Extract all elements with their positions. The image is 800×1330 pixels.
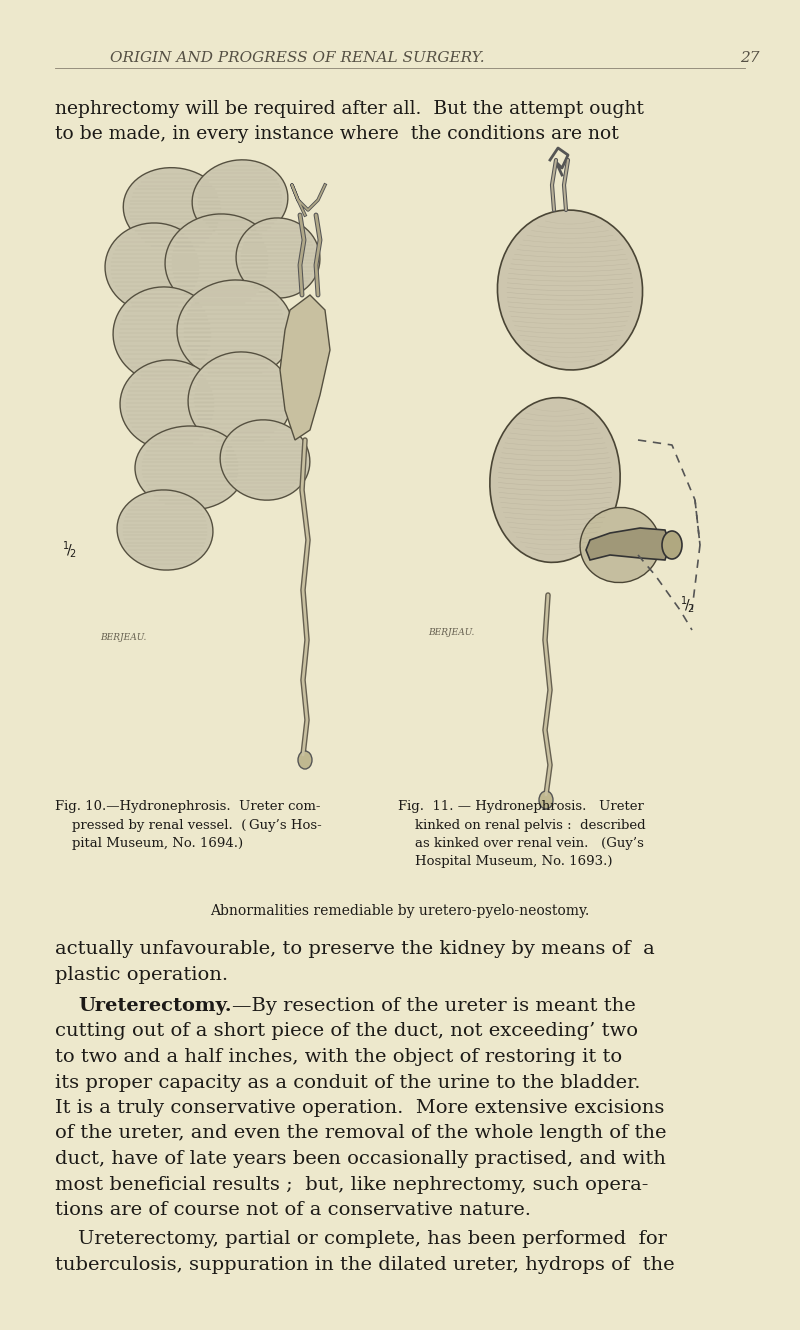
Text: $^1\!/\!_2$: $^1\!/\!_2$ <box>680 595 694 616</box>
Text: duct, have of late years been occasionally practised, and with: duct, have of late years been occasional… <box>55 1150 666 1168</box>
Text: Fig.  11. — Hydronephrosis.   Ureter
    kinked on renal pelvis :  described
   : Fig. 11. — Hydronephrosis. Ureter kinked… <box>398 801 646 868</box>
Ellipse shape <box>165 214 275 310</box>
Ellipse shape <box>177 281 293 380</box>
Text: most beneficial results ;  but, like nephrectomy, such opera-: most beneficial results ; but, like neph… <box>55 1176 648 1193</box>
Text: Ureterectomy, partial or complete, has been performed  for: Ureterectomy, partial or complete, has b… <box>78 1230 667 1249</box>
Text: of the ureter, and even the removal of the whole length of the: of the ureter, and even the removal of t… <box>55 1124 666 1142</box>
Ellipse shape <box>220 420 310 500</box>
Text: nephrectomy will be required after all.  But the attempt ought: nephrectomy will be required after all. … <box>55 100 644 118</box>
Text: BERJEAU.: BERJEAU. <box>428 628 474 637</box>
Text: $^1\!/\!_2$: $^1\!/\!_2$ <box>62 540 76 560</box>
Ellipse shape <box>188 352 292 448</box>
Ellipse shape <box>498 210 642 370</box>
Ellipse shape <box>192 160 288 241</box>
Text: Fig. 10.—Hydronephrosis.  Ureter com-
    pressed by renal vessel.  ( Guy’s Hos-: Fig. 10.—Hydronephrosis. Ureter com- pre… <box>55 801 322 850</box>
Text: tuberculosis, suppuration in the dilated ureter, hydrops of  the: tuberculosis, suppuration in the dilated… <box>55 1256 674 1274</box>
Text: actually unfavourable, to preserve the kidney by means of  a: actually unfavourable, to preserve the k… <box>55 940 654 958</box>
Ellipse shape <box>105 223 205 313</box>
Text: to two and a half inches, with the object of restoring it to: to two and a half inches, with the objec… <box>55 1048 622 1067</box>
Ellipse shape <box>113 287 217 383</box>
Ellipse shape <box>135 426 245 509</box>
Text: tions are of course not of a conservative nature.: tions are of course not of a conservativ… <box>55 1201 531 1220</box>
Ellipse shape <box>298 751 312 769</box>
Ellipse shape <box>490 398 620 563</box>
Text: —By resection of the ureter is meant the: —By resection of the ureter is meant the <box>232 998 636 1015</box>
Ellipse shape <box>236 218 320 298</box>
Text: its proper capacity as a conduit of the urine to the bladder.: its proper capacity as a conduit of the … <box>55 1073 641 1092</box>
Ellipse shape <box>117 489 213 571</box>
Text: Ureterectomy.: Ureterectomy. <box>78 998 232 1015</box>
Text: 27: 27 <box>740 51 759 65</box>
Ellipse shape <box>580 508 660 583</box>
Text: BERJEAU.: BERJEAU. <box>100 633 146 642</box>
Text: plastic operation.: plastic operation. <box>55 966 228 983</box>
Ellipse shape <box>539 791 553 809</box>
Text: to be made, in every instance where  the conditions are not: to be made, in every instance where the … <box>55 125 618 144</box>
Ellipse shape <box>120 360 220 450</box>
Ellipse shape <box>123 168 226 253</box>
Text: Abnormalities remediable by uretero-pyelo-neostomy.: Abnormalities remediable by uretero-pyel… <box>210 904 590 918</box>
Ellipse shape <box>662 531 682 559</box>
Polygon shape <box>586 528 670 560</box>
Text: It is a truly conservative operation.  More extensive excisions: It is a truly conservative operation. Mo… <box>55 1099 664 1117</box>
Text: cutting out of a short piece of the duct, not exceeding’ two: cutting out of a short piece of the duct… <box>55 1023 638 1040</box>
Polygon shape <box>280 295 330 440</box>
Text: ORIGIN AND PROGRESS OF RENAL SURGERY.: ORIGIN AND PROGRESS OF RENAL SURGERY. <box>110 51 485 65</box>
